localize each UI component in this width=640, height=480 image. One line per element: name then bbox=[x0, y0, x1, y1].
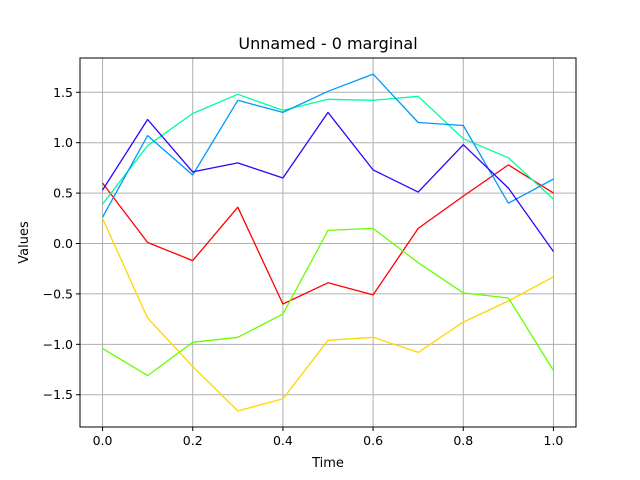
grid bbox=[80, 58, 576, 427]
series-line-3 bbox=[102, 227, 555, 377]
y-tick-label: 1.0 bbox=[53, 135, 73, 150]
x-axis-label: Time bbox=[311, 456, 344, 471]
series-line-1 bbox=[101, 164, 554, 305]
series-line-4 bbox=[101, 93, 554, 205]
series-lines bbox=[101, 73, 555, 412]
y-tick-label: −1.5 bbox=[43, 387, 73, 402]
axis-ticks: 0.0 0.2 0.4 0.6 0.8 1.0 −1.5 −1.0 −0.5 0.0 0.5 1.0 1… bbox=[43, 85, 564, 448]
y-tick-label: −1.0 bbox=[43, 337, 73, 352]
series-line-2 bbox=[101, 218, 554, 412]
y-tick-label: 0.0 bbox=[53, 236, 73, 251]
chart-title: Unnamed - 0 marginal bbox=[238, 34, 417, 53]
y-tick-label: −0.5 bbox=[43, 286, 73, 301]
y-axis-label: Values bbox=[17, 221, 32, 264]
series-line-5 bbox=[101, 73, 554, 218]
x-tick-label: 0.6 bbox=[363, 433, 383, 448]
plot-area-frame bbox=[79, 57, 577, 428]
x-tick-label: 0.8 bbox=[453, 433, 473, 448]
x-tick-label: 0.2 bbox=[183, 433, 203, 448]
y-tick-label: 1.5 bbox=[53, 85, 73, 100]
x-tick-label: 1.0 bbox=[544, 433, 564, 448]
y-tick-label: 0.5 bbox=[53, 186, 73, 201]
x-tick-label: 0.4 bbox=[273, 433, 293, 448]
x-tick-label: 0.0 bbox=[93, 433, 113, 448]
series-line-6 bbox=[101, 111, 555, 252]
